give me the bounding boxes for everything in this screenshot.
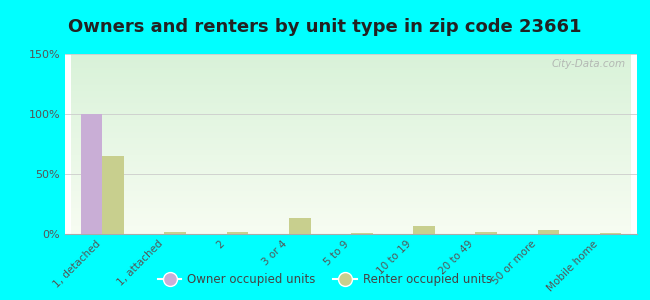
Text: City-Data.com: City-Data.com xyxy=(551,59,625,69)
Bar xyxy=(164,232,187,234)
Text: Owners and renters by unit type in zip code 23661: Owners and renters by unit type in zip c… xyxy=(68,18,582,36)
Bar xyxy=(600,233,621,234)
Bar xyxy=(351,233,372,234)
Bar xyxy=(413,226,435,234)
Legend: Owner occupied units, Renter occupied units: Owner occupied units, Renter occupied un… xyxy=(153,269,497,291)
Bar xyxy=(81,114,102,234)
Bar xyxy=(102,156,124,234)
Bar xyxy=(227,232,248,234)
Bar xyxy=(538,230,559,234)
Bar xyxy=(289,218,311,234)
Bar xyxy=(475,232,497,234)
